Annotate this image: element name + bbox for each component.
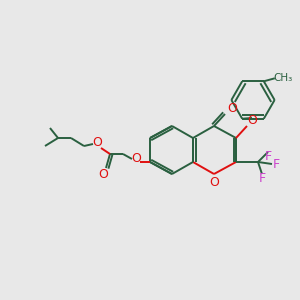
Text: O: O: [227, 103, 237, 116]
Text: O: O: [131, 152, 141, 164]
Text: F: F: [258, 172, 266, 185]
Text: O: O: [247, 115, 257, 128]
Text: F: F: [272, 158, 280, 170]
Text: O: O: [92, 136, 102, 148]
Text: CH₃: CH₃: [273, 73, 292, 83]
Text: O: O: [209, 176, 219, 188]
Text: F: F: [264, 151, 272, 164]
Text: O: O: [98, 169, 108, 182]
